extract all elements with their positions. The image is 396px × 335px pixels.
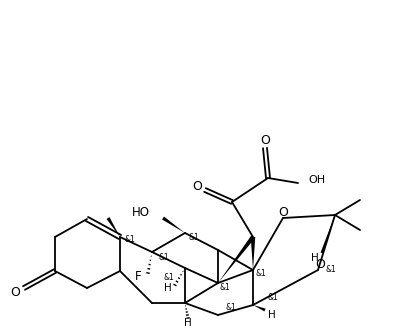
Polygon shape [321, 215, 335, 254]
Text: O: O [315, 259, 325, 271]
Text: H: H [311, 253, 319, 263]
Text: H: H [184, 318, 192, 328]
Polygon shape [251, 237, 255, 270]
Text: HO: HO [132, 206, 150, 219]
Text: OH: OH [308, 175, 325, 185]
Text: &1: &1 [158, 254, 169, 263]
Polygon shape [218, 236, 255, 283]
Text: &1: &1 [326, 266, 337, 274]
Text: &1: &1 [124, 236, 135, 245]
Polygon shape [162, 216, 185, 233]
Polygon shape [107, 217, 120, 237]
Text: &1: &1 [188, 233, 199, 243]
Text: &1: &1 [268, 293, 279, 303]
Text: F: F [134, 270, 141, 283]
Text: &1: &1 [220, 282, 231, 291]
Text: O: O [10, 285, 20, 298]
Text: H: H [268, 310, 276, 320]
Text: &1: &1 [163, 273, 174, 282]
Text: &1: &1 [225, 304, 236, 313]
Polygon shape [253, 305, 266, 312]
Text: O: O [278, 205, 288, 218]
Text: O: O [260, 134, 270, 146]
Text: H: H [164, 283, 172, 293]
Text: O: O [192, 180, 202, 193]
Text: &1: &1 [255, 269, 266, 278]
